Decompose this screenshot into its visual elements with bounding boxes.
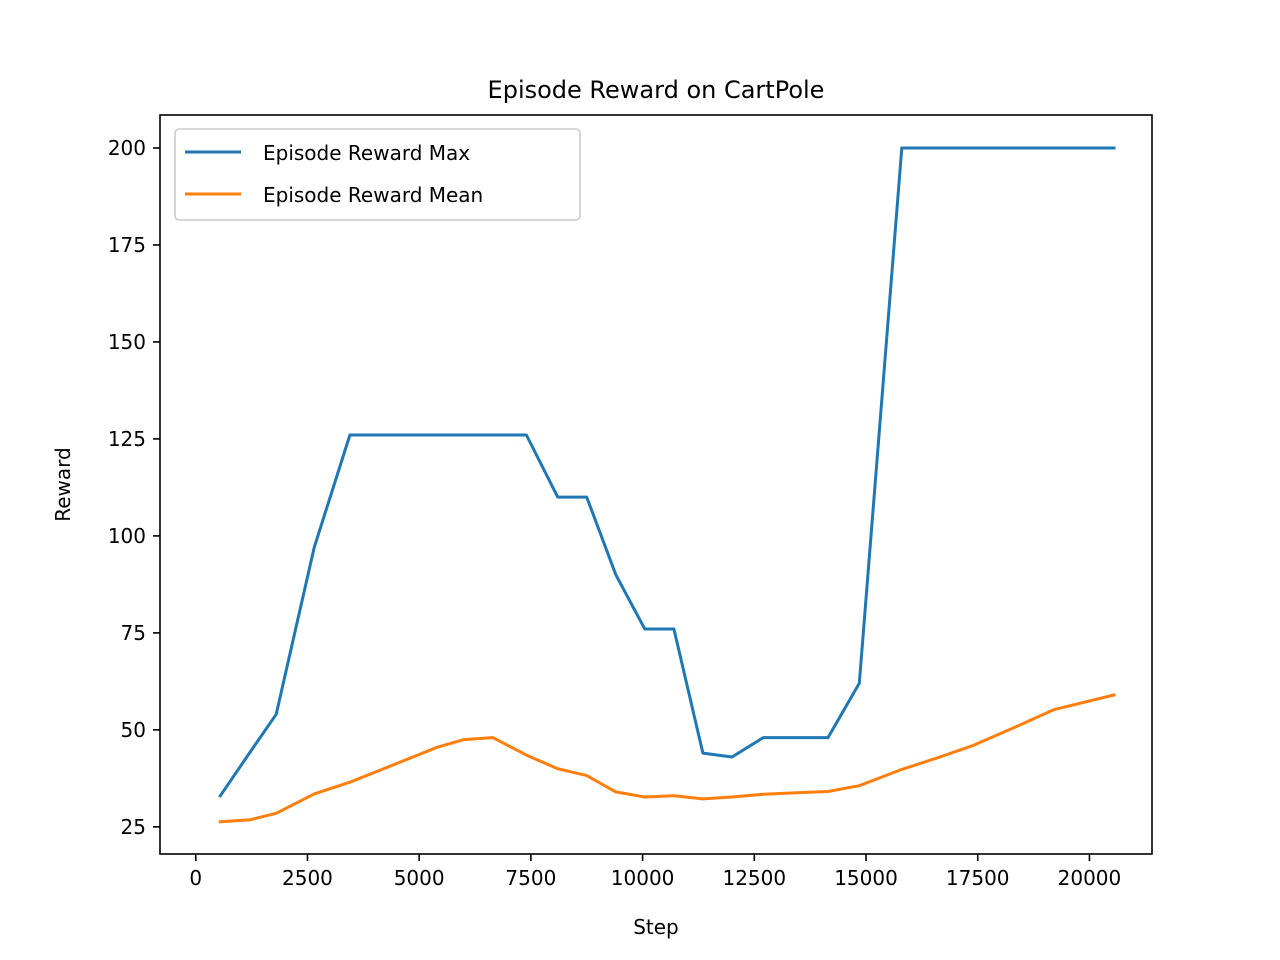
legend: Episode Reward Max Episode Reward Mean [174,128,581,221]
x-tick-label: 7500 [505,866,556,890]
legend-box [174,128,581,221]
series-layer [218,146,1116,824]
y-tick-label: 200 [108,136,146,160]
x-tick-label: 20000 [1058,866,1122,890]
x-tick-label: 5000 [394,866,445,890]
plot-frame [159,114,1153,855]
legend-label: Episode Reward Mean [263,183,483,207]
legend-label: Episode Reward Max [263,141,470,165]
y-tick-label: 175 [108,233,146,257]
x-axis-label: Step [633,915,679,939]
series-line-max [218,146,1116,798]
x-tick-label: 10000 [611,866,675,890]
y-tick-label: 75 [121,621,146,645]
x-tick-label: 2500 [282,866,333,890]
y-axis: 25 50 75 100 125 150 175 200 [108,136,160,839]
series-line-mean [218,693,1116,824]
y-tick-label: 25 [121,815,146,839]
y-tick-label: 50 [121,718,146,742]
x-tick-label: 15000 [834,866,898,890]
y-tick-label: 100 [108,524,146,548]
x-axis: 0 2500 5000 7500 10000 12500 15000 17500 20000 [189,854,1121,890]
x-tick-label: 0 [189,866,202,890]
y-tick-label: 125 [108,427,146,451]
x-tick-label: 17500 [946,866,1010,890]
x-tick-label: 12500 [722,866,786,890]
chart-title: Episode Reward on CartPole [488,76,825,104]
y-tick-label: 150 [108,330,146,354]
y-axis-label: Reward [51,447,75,521]
